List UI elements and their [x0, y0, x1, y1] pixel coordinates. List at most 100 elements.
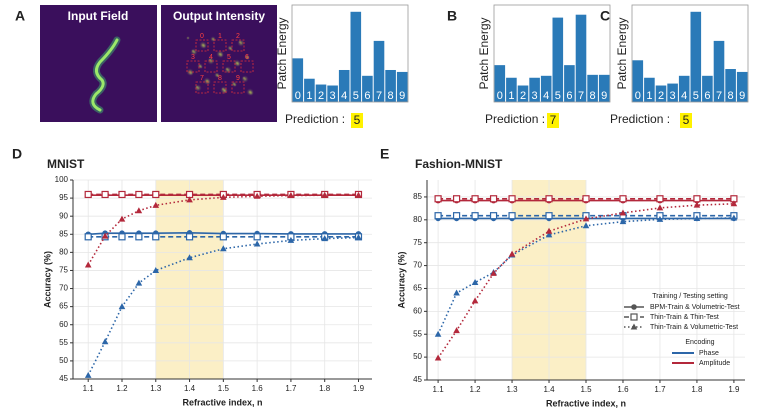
marker — [453, 289, 460, 296]
marker — [545, 212, 553, 220]
marker — [220, 245, 227, 252]
speckle — [191, 49, 195, 53]
bar — [564, 65, 575, 102]
bar — [655, 85, 667, 102]
speckle — [225, 67, 229, 71]
x-tick-label: 1.1 — [83, 384, 95, 393]
marker — [693, 201, 701, 208]
marker — [545, 231, 553, 238]
y-tick-label: 95 — [59, 193, 68, 202]
x-tick-label: 8 — [388, 90, 394, 102]
marker — [582, 222, 590, 229]
x-tick-label: 1.8 — [319, 384, 331, 393]
x-tick-label: 1.2 — [470, 385, 482, 394]
bar — [644, 77, 655, 102]
bar — [362, 75, 373, 102]
marker — [656, 195, 664, 203]
y-tick-label: 80 — [59, 247, 68, 256]
x-tick-label: 6 — [566, 90, 572, 102]
bar — [725, 69, 736, 102]
marker — [321, 191, 329, 198]
x-tick-label: 3 — [330, 90, 336, 102]
bar — [350, 11, 362, 102]
marker — [619, 195, 627, 203]
x-tick-label: 1.7 — [654, 385, 666, 394]
marker — [471, 279, 479, 286]
x-tick-label: 2 — [318, 90, 324, 102]
marker — [582, 215, 590, 222]
y-tick-label: 100 — [55, 175, 69, 184]
marker — [489, 212, 498, 220]
y-tick-label: 65 — [59, 302, 68, 311]
marker — [693, 214, 701, 221]
detector-box — [231, 81, 245, 94]
detector-label: 8 — [218, 75, 222, 82]
marker — [101, 338, 109, 345]
x-tick-label: 5 — [555, 90, 561, 102]
panel-label: C — [600, 8, 610, 24]
speckle — [238, 40, 242, 44]
detector-label: 2 — [236, 33, 240, 40]
detectors: 0 1 2 3 4 5 6 7 8 9 — [186, 33, 254, 94]
prediction: 7 — [550, 113, 557, 127]
bar — [667, 83, 678, 102]
prediction-highlight — [680, 113, 692, 128]
detector-label: 0 — [200, 33, 204, 40]
x-tick-label: 9 — [399, 90, 405, 102]
marker — [152, 266, 160, 273]
speckle — [244, 54, 250, 60]
y-tick-label: 50 — [413, 352, 422, 361]
y-tick-label: 45 — [59, 374, 68, 383]
marker — [508, 250, 516, 257]
detector-box — [222, 60, 236, 73]
marker — [220, 193, 227, 200]
y-tick-label: 60 — [413, 306, 422, 315]
speckle — [246, 88, 254, 96]
bar — [338, 69, 350, 102]
marker — [434, 195, 442, 203]
legend-label: Amplitude — [699, 360, 730, 367]
marker — [452, 195, 461, 203]
chart-title: Fashion-MNIST — [415, 157, 503, 171]
marker — [582, 195, 590, 203]
bar — [587, 74, 598, 102]
x-tick-label: 7 — [376, 90, 382, 102]
series-line — [437, 202, 734, 359]
y-tick-label: 90 — [59, 211, 68, 220]
legend-label: Phase — [699, 350, 719, 357]
y-axis-label: Accuracy (%) — [42, 251, 52, 308]
x-tick-label: 1.9 — [353, 384, 365, 393]
marker — [630, 313, 638, 321]
annotation: Prediction : — [485, 112, 545, 126]
detector-box — [186, 60, 200, 73]
x-tick-label: 1 — [508, 90, 514, 102]
x-tick-label: 1.4 — [543, 385, 555, 394]
x-tick-label: 0 — [497, 90, 503, 102]
x-tick-label: 1.2 — [116, 384, 128, 393]
marker — [287, 192, 295, 199]
bar — [702, 75, 713, 102]
speckle — [210, 36, 216, 42]
annotation: Prediction : — [610, 112, 670, 126]
marker — [253, 192, 261, 199]
marker — [118, 303, 126, 310]
plot-frame — [631, 4, 749, 103]
marker — [434, 330, 442, 337]
bar — [315, 84, 327, 102]
plot-frame — [291, 4, 409, 103]
legend-title: Training / Testing setting — [652, 293, 728, 300]
y-tick-label: 50 — [59, 356, 68, 365]
y-tick-label: 55 — [59, 338, 68, 347]
marker — [135, 207, 143, 214]
marker — [489, 195, 498, 203]
x-tick-label: 0 — [635, 90, 641, 102]
bar — [678, 75, 690, 102]
x-tick-label: 9 — [739, 90, 745, 102]
prediction-highlight — [351, 113, 363, 128]
marker — [508, 195, 516, 203]
bar — [385, 69, 396, 102]
bar — [292, 58, 304, 102]
x-tick-label: 3 — [532, 90, 538, 102]
marker — [287, 236, 295, 243]
series-line — [87, 236, 359, 376]
